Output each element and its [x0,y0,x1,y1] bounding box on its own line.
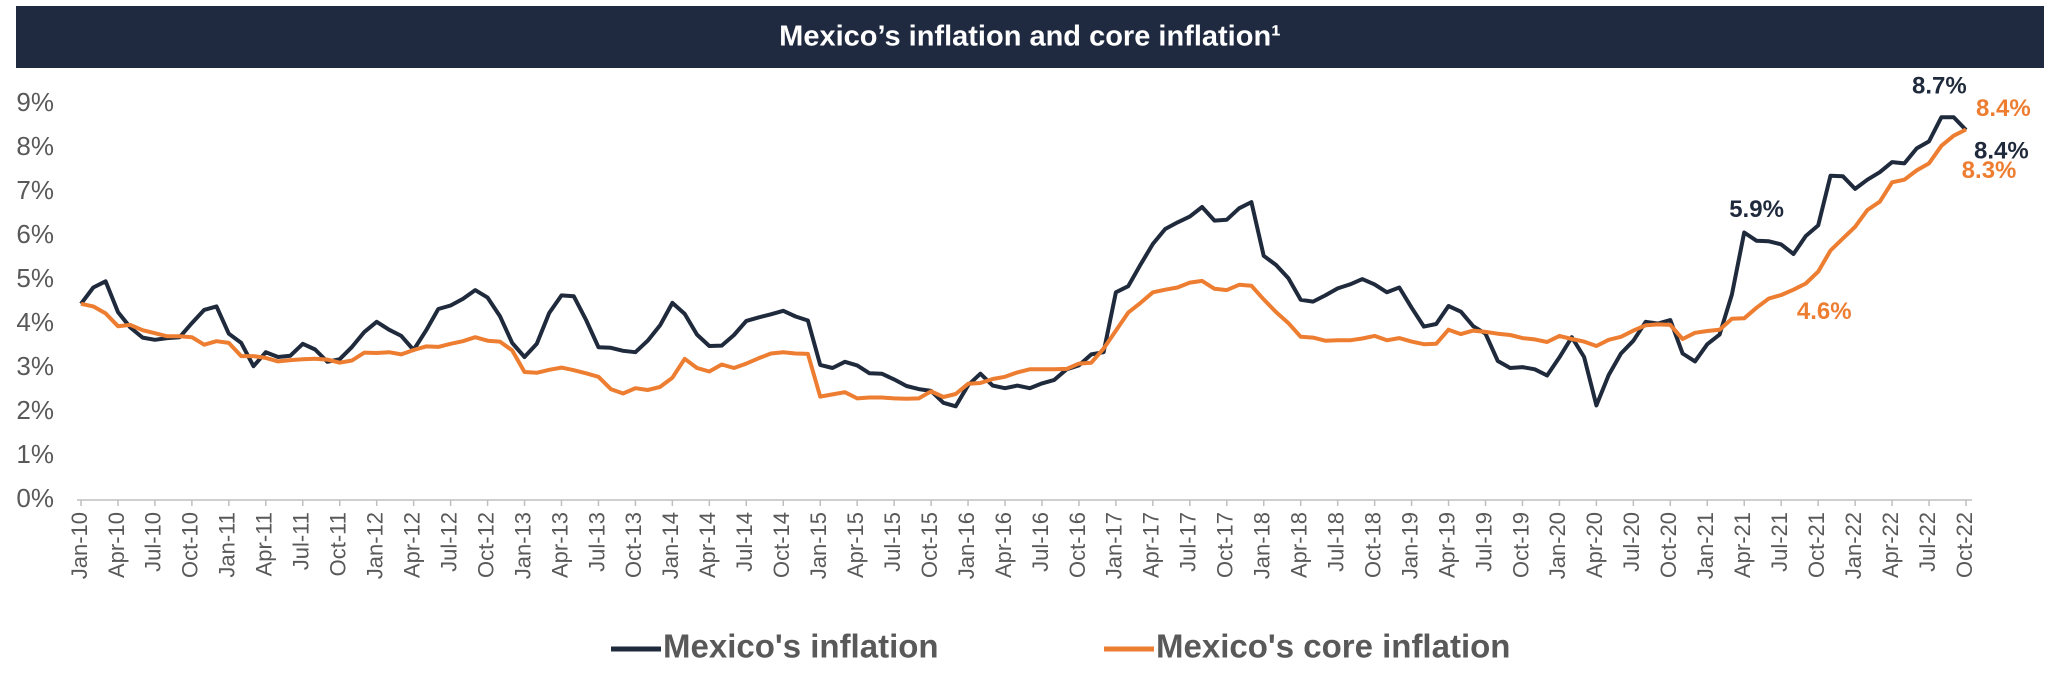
x-tick-label: Jul-18 [1323,512,1348,572]
x-tick-label: Apr-11 [252,512,277,576]
y-tick-label: 1% [16,439,54,469]
x-tick-label: Apr-20 [1582,512,1607,578]
y-tick-label: 8% [16,131,54,161]
x-tick-label: Jan-22 [1841,512,1866,579]
x-tick-label: Oct-19 [1508,512,1533,578]
x-tick-label: Jan-17 [1102,512,1127,579]
x-tick-label: Jan-15 [806,512,831,579]
data-label: 8.7% [1912,73,1967,100]
y-tick-label: 9% [16,87,54,117]
x-tick-label: Oct-10 [178,512,203,578]
x-tick-label: Jul-22 [1915,512,1940,572]
data-label: 8.3% [1962,157,2017,184]
title-bar [16,6,2044,68]
x-tick-label: Apr-14 [695,512,720,578]
x-tick-label: Apr-17 [1139,512,1164,578]
x-tick-label: Oct-16 [1065,512,1090,578]
x-tick-label: Oct-22 [1952,512,1977,578]
x-tick-label: Jul-12 [436,512,461,572]
x-tick-label: Apr-13 [547,512,572,578]
x-tick-label: Oct-12 [473,512,498,578]
x-tick-label: Apr-16 [991,512,1016,578]
x-tick-label: Apr-12 [399,512,424,578]
x-tick-label: Oct-11 [326,512,351,576]
x-tick-label: Jan-10 [67,512,92,579]
chart-title: Mexico’s inflation and core inflation¹ [779,21,1281,53]
x-tick-label: Apr-18 [1287,512,1312,578]
y-tick-label: 2% [16,395,54,425]
x-tick-label: Jan-11 [215,512,240,578]
y-tick-label: 4% [16,307,54,337]
data-label: 5.9% [1729,196,1784,223]
x-tick-label: Jul-14 [732,512,757,572]
x-tick-label: Apr-15 [843,512,868,578]
data-label: 8.4% [1976,95,2031,122]
x-tick-label: Jul-15 [880,512,905,572]
x-tick-label: Apr-22 [1878,512,1903,578]
x-tick-label: Apr-21 [1730,512,1755,578]
x-tick-label: Jan-21 [1693,512,1718,579]
x-tick-label: Jul-21 [1767,512,1792,572]
legend-label: Mexico's core inflation [1156,628,1510,665]
legend-label: Mexico's inflation [663,628,939,665]
x-tick-label: Oct-17 [1213,512,1238,578]
y-tick-label: 7% [16,175,54,205]
data-label: 4.6% [1797,298,1852,325]
x-tick-label: Jan-18 [1250,512,1275,579]
x-tick-label: Oct-15 [917,512,942,578]
data-label: 8.4% [1974,137,2029,164]
line-series [80,127,1967,401]
x-tick-label: Jul-11 [289,512,314,570]
x-tick-label: Oct-21 [1804,512,1829,578]
x-tick-label: Oct-18 [1360,512,1385,578]
x-tick-label: Jan-16 [954,512,979,579]
x-tick-label: Jul-20 [1619,512,1644,572]
x-tick-label: Jul-16 [1028,512,1053,572]
x-tick-label: Jan-13 [510,512,535,579]
x-tick-label: Jul-13 [584,512,609,572]
x-tick-label: Jul-17 [1176,512,1201,572]
x-tick-label: Jul-19 [1471,512,1496,572]
y-tick-label: 3% [16,351,54,381]
x-tick-label: Apr-19 [1434,512,1459,578]
y-tick-label: 6% [16,219,54,249]
line-series [79,115,1968,409]
x-tick-label: Oct-14 [769,512,794,578]
x-tick-label: Jan-19 [1397,512,1422,579]
y-tick-label: 5% [16,263,54,293]
x-tick-label: Jan-20 [1545,512,1570,579]
x-tick-label: Jul-10 [141,512,166,572]
x-tick-label: Apr-10 [104,512,129,578]
x-tick-label: Jan-12 [362,512,387,579]
y-tick-label: 0% [16,483,54,513]
x-tick-label: Jan-14 [658,512,683,579]
x-tick-label: Oct-20 [1656,512,1681,578]
x-tick-label: Oct-13 [621,512,646,578]
